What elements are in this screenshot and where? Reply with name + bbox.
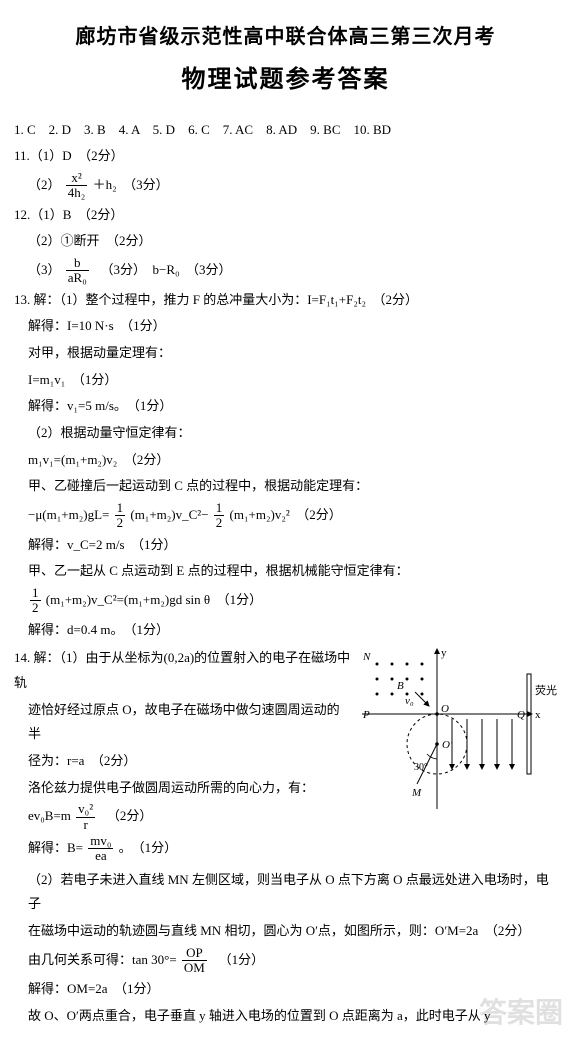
q13-l6: （2）根据动量守恒定律有： [14,421,557,446]
multiple-choice-answers: 1. C 2. D 3. B 4. A 5. D 6. C 7. AC 8. A… [14,118,557,143]
label-y: y [441,647,447,659]
q14-l9: 由几何关系可得：tan 30°= OP OM （1分） [14,946,557,976]
q13-l12-den: 2 [30,600,41,615]
q14-l9-num: OP [182,946,207,960]
label-N: N [362,651,371,663]
q14-l5: ev₀B=m v₀² r （2分） [14,802,351,832]
label-angle: 30° [414,762,428,773]
q13-half-3: 1 2 [30,586,41,616]
q14-l9b: （1分） [212,951,264,966]
label-P: P [362,709,370,721]
q13-half1-num: 1 [115,501,126,515]
q13-l8: 甲、乙碰撞后一起运动到 C 点的过程中，根据动能定理有： [14,474,557,499]
q12-p3-prefix: （3） [28,262,61,277]
q14-frac-v0r: v₀² r [76,802,95,832]
q11-part2: （2） x² 4h₂ ＋h₂ （3分） [14,171,557,201]
q14-l6a: 解得：B= [28,840,83,855]
q14-l5-num: v₀² [76,802,95,816]
q14-l5-den: r [76,817,95,832]
label-v0: v₀ [405,695,414,707]
q14-l5a: ev₀B=m [28,808,71,823]
q13-l13: 解得：d=0.4 m。 （1分） [14,618,557,643]
label-screen: 荧光屏 [535,683,557,697]
q14-l8: 在磁场中运动的轨迹圆与直线 MN 相切，圆心为 O′点，如图所示，则：O′M=2… [14,919,557,944]
q12-frac-num: b [66,256,89,270]
q11-fraction: x² 4h₂ [66,171,88,201]
q13-l9c: (m₁+m₂)v₂² （2分） [230,507,342,522]
q13-l9b: (m₁+m₂)v_C²− [130,507,208,522]
title-line-2: 物理试题参考答案 [14,58,557,104]
q12-part2: （2）①断开 （2分） [14,229,557,254]
q11-frac-num: x² [66,171,88,185]
q12-frac-den: aR₀ [66,270,89,285]
q11-p2-suffix: ＋h₂ （3分） [93,177,169,192]
q14-l6: 解得：B= mv₀ ea 。 （1分） [14,834,351,864]
label-O: O [441,703,449,715]
label-B: B [397,680,404,692]
q11-part1: 11.（1）D （2分） [14,144,557,169]
q14-l10: 解得：OM=2a （1分） [14,977,557,1002]
title-line-1: 廊坊市省级示范性高中联合体高三第三次月考 [14,18,557,56]
q13-l7: m₁v₁=(m₁+m₂)v₂ （2分） [14,448,557,473]
q14-l2: 迹恰好经过原点 O，故电子在磁场中做匀速圆周运动的半 [14,698,351,747]
q14-l9a: 由几何关系可得：tan 30°= [28,951,177,966]
q11-frac-den: 4h₂ [66,185,88,200]
q14-l6b: 。 （1分） [119,840,178,855]
q13-l12a: (m₁+m₂)v_C²=(m₁+m₂)gd sin θ （1分） [46,592,262,607]
q14-l6-num: mv₀ [88,834,113,848]
q13-l2: 解得：I=10 N·s （1分） [14,314,557,339]
q12-fraction: b aR₀ [66,256,89,286]
q12-part3: （3） b aR₀ （3分） b−R₀ （3分） [14,256,557,286]
q14-frac-tan: OP OM [182,946,207,976]
q13-half2-num: 1 [214,501,225,515]
q14-l6-den: ea [88,848,113,863]
q13-l11: 甲、乙一起从 C 点运动到 E 点的过程中，根据机械能守恒定律有： [14,559,557,584]
q14-diagram: y x B N P Q 荧光屏 [357,644,557,823]
q12-p3-mid: （3分） b−R₀ （3分） [94,262,232,277]
q11-p2-prefix: （2） [28,177,61,192]
q13-l12-num: 1 [30,586,41,600]
q13-half1-den: 2 [115,515,126,530]
q14-l11: 故 O、O′两点重合，电子垂直 y 轴进入电场的位置到 O 点距离为 a，此时电… [14,1004,557,1029]
q14-l3: 径为：r=a （2分） [14,749,351,774]
q14-l4: 洛伦兹力提供电子做圆周运动所需的向心力，有： [14,776,351,801]
q13-l9a: −μ(m₁+m₂)gL= [28,507,109,522]
q14-l9-den: OM [182,960,207,975]
q14-frac-B: mv₀ ea [88,834,113,864]
label-M: M [411,787,422,799]
label-Q: Q [517,709,525,721]
q13-l1: 13. 解：（1）整个过程中，推力 F 的总冲量大小为：I=F₁t₁+F₂t₂ … [14,288,557,313]
q13-half-2: 1 2 [214,501,225,531]
q13-l12: 1 2 (m₁+m₂)v_C²=(m₁+m₂)gd sin θ （1分） [14,586,557,616]
q14-l1: 14. 解：（1）由于从坐标为(0,2a)的位置射入的电子在磁场中轨 [14,646,351,695]
label-x: x [535,709,541,721]
q13-l4: I=m₁v₁ （1分） [14,368,557,393]
q13-half2-den: 2 [214,515,225,530]
q13-l5: 解得：v₁=5 m/s。 （1分） [14,394,557,419]
q13-l9: −μ(m₁+m₂)gL= 1 2 (m₁+m₂)v_C²− 1 2 (m₁+m₂… [14,501,557,531]
q14-l5b: （2分） [100,808,152,823]
q13-l10: 解得：v_C=2 m/s （1分） [14,533,557,558]
label-Oprime: O′ [442,739,453,751]
q12-part1: 12.（1）B （2分） [14,203,557,228]
q14-l7: （2）若电子未进入直线 MN 左侧区域，则当电子从 O 点下方离 O 点最远处进… [14,868,557,917]
q13-half-1: 1 2 [115,501,126,531]
q13-l3: 对甲，根据动量定理有： [14,341,557,366]
